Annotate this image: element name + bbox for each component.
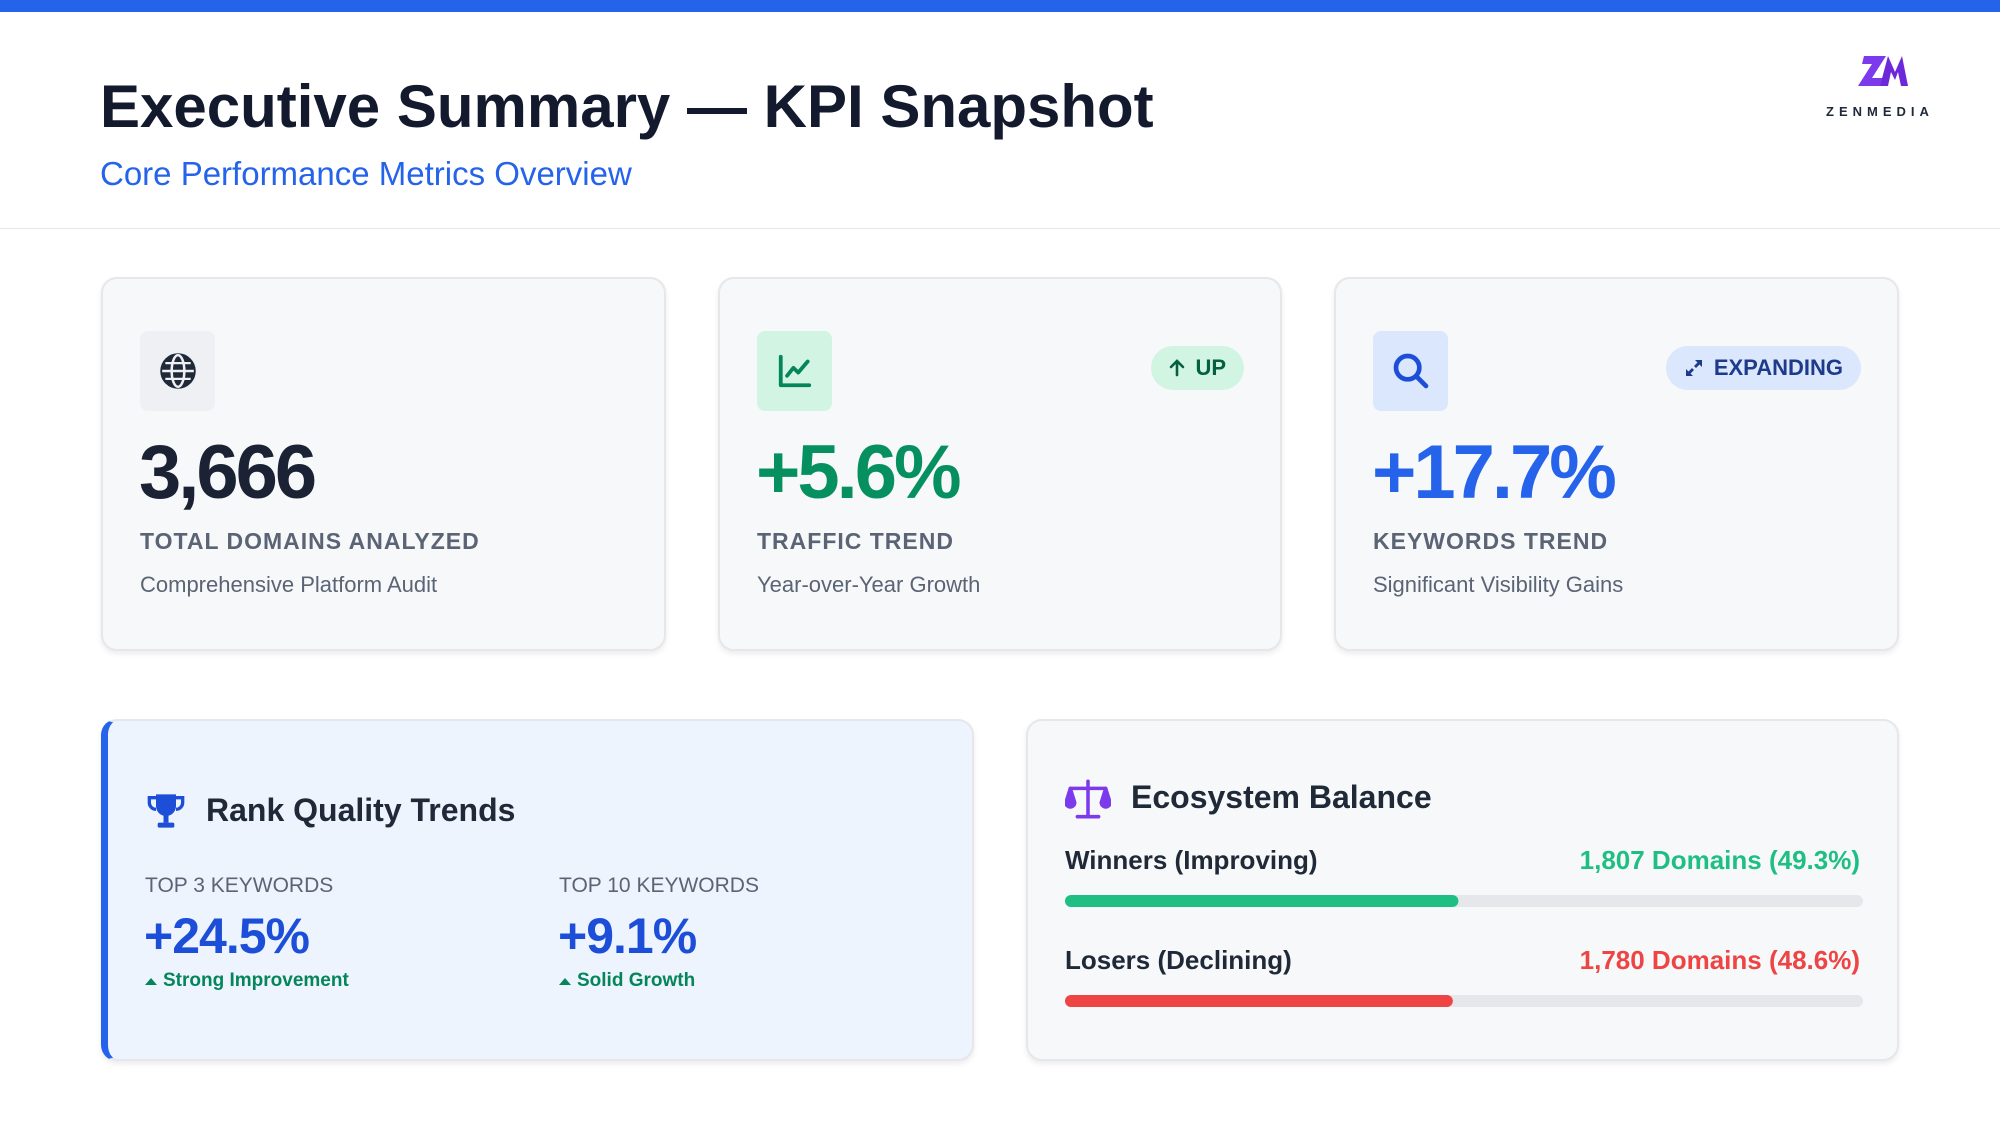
row-value: 1,807 Domains (49.3%) — [1579, 845, 1860, 875]
badge-text: UP — [1195, 355, 1226, 380]
kpi-badge: UP — [1151, 346, 1244, 390]
ecosystem-card: Ecosystem Balance Winners (Improving) 1,8… — [1026, 719, 1899, 1061]
row-label: Winners (Improving) — [1065, 845, 1318, 875]
bar-fill — [1065, 995, 1453, 1007]
kpi-card: EXPANDING +17.7% KEYWORDS TREND Signific… — [1334, 277, 1899, 651]
section-title: Rank Quality Trends — [206, 792, 516, 828]
logo-mark — [1858, 56, 1908, 86]
rank-quality-card: Rank Quality Trends TOP 3 KEYWORDS +24.5… — [101, 719, 974, 1061]
badge-text: EXPANDING — [1713, 355, 1843, 380]
row-label: Losers (Declining) — [1065, 945, 1292, 975]
logo-text: ZENMEDIA — [1826, 104, 1934, 119]
section-title: Ecosystem Balance — [1131, 779, 1432, 815]
kpi-label: TRAFFIC TREND — [757, 528, 954, 554]
metric-note-text: Solid Growth — [577, 970, 696, 991]
kpi-label: KEYWORDS TREND — [1373, 528, 1609, 554]
page-subtitle: Core Performance Metrics Overview — [100, 155, 632, 192]
kpi-value: +17.7% — [1372, 430, 1617, 515]
metric-note: Strong Improvement — [145, 970, 349, 992]
kpi-icon — [1373, 331, 1448, 411]
kpi-card: 3,666 TOTAL DOMAINS ANALYZED Comprehensi… — [101, 277, 666, 651]
row-value: 1,780 Domains (48.6%) — [1579, 945, 1860, 975]
metric-label: TOP 10 KEYWORDS — [559, 874, 759, 897]
metric-label: TOP 3 KEYWORDS — [145, 874, 334, 897]
trophy-icon — [147, 794, 185, 828]
kpi-icon — [140, 331, 215, 411]
kpi-value: +5.6% — [756, 430, 962, 515]
progress-bar — [1065, 995, 1863, 1007]
top-accent-bar — [0, 0, 2000, 12]
kpi-description: Comprehensive Platform Audit — [140, 572, 438, 597]
kpi-description: Significant Visibility Gains — [1373, 572, 1624, 597]
kpi-description: Year-over-Year Growth — [757, 572, 981, 597]
metric-value: +24.5% — [144, 908, 310, 964]
bar-fill — [1065, 895, 1459, 907]
kpi-card: UP +5.6% TRAFFIC TREND Year-over-Year Gr… — [718, 277, 1282, 651]
header-divider — [0, 228, 2000, 229]
kpi-value: 3,666 — [139, 430, 317, 515]
balance-icon — [1065, 779, 1111, 819]
kpi-badge: EXPANDING — [1665, 346, 1861, 390]
metric-note-text: Strong Improvement — [163, 970, 349, 991]
metric-note: Solid Growth — [559, 970, 695, 992]
kpi-icon — [757, 331, 832, 411]
progress-bar — [1065, 895, 1863, 907]
kpi-label: TOTAL DOMAINS ANALYZED — [140, 528, 480, 554]
page-title: Executive Summary — KPI Snapshot — [100, 73, 1154, 140]
metric-value: +9.1% — [558, 908, 697, 964]
